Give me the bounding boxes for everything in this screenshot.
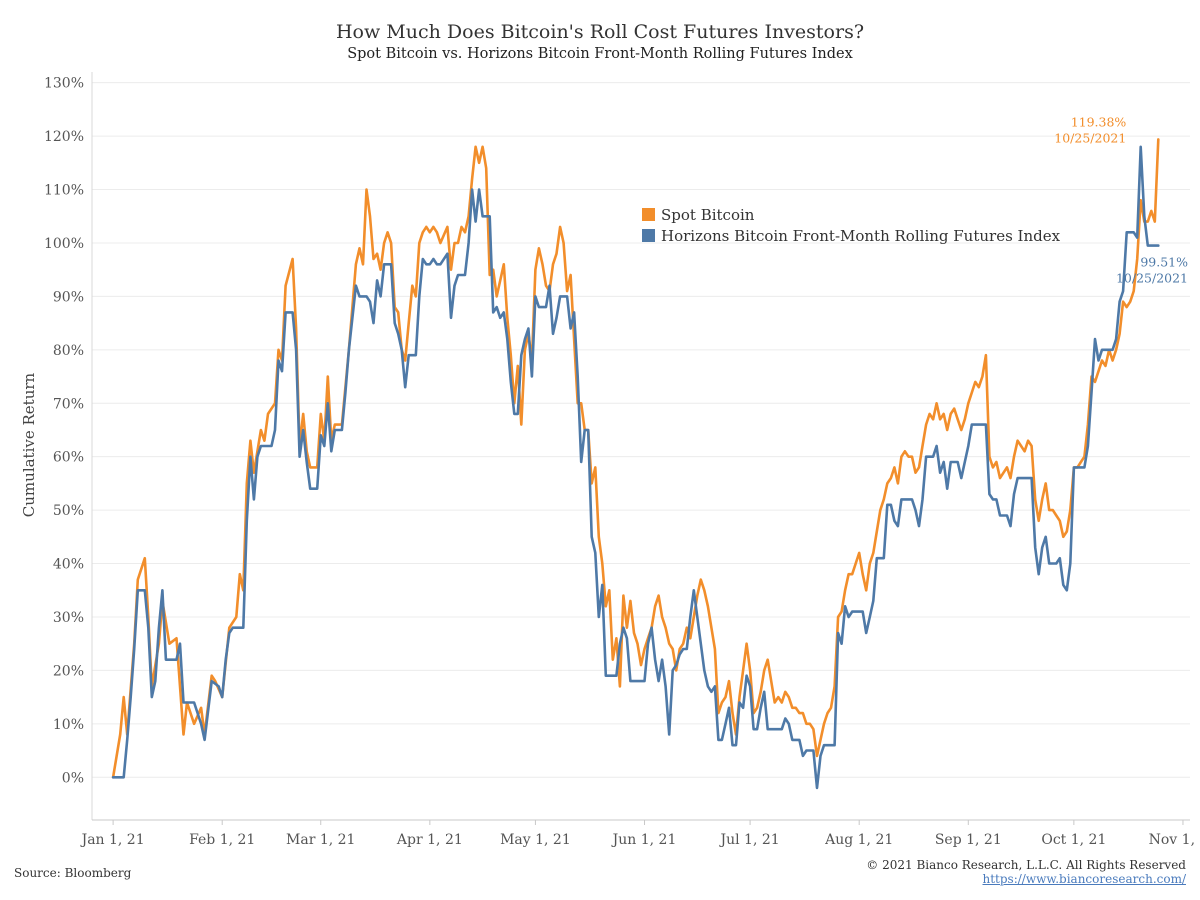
y-tick-label: 30% [53,610,84,626]
x-tick-label: Jun 1, 21 [611,832,677,848]
copyright-note: © 2021 Bianco Research, L.L.C. All Right… [866,858,1186,886]
x-tick-label: Oct 1, 21 [1041,832,1106,848]
website-link[interactable]: https://www.biancoresearch.com/ [982,872,1186,886]
y-tick-label: 120% [44,129,84,145]
y-tick-label: 100% [44,236,84,252]
annotation-text: 10/25/2021 [1116,271,1188,286]
chart-subtitle: Spot Bitcoin vs. Horizons Bitcoin Front-… [347,46,853,62]
end-value-annotation: 119.38%10/25/2021 [1054,114,1126,145]
annotation-text: 99.51% [1140,255,1188,270]
copyright-text: © 2021 Bianco Research, L.L.C. All Right… [866,858,1186,872]
series-line-horizons-futures-index [111,145,1160,790]
gridlines [92,82,1190,778]
y-axis-label: Cumulative Return [20,372,38,517]
x-tick-label: May 1, 21 [500,832,571,848]
x-tick-label: Aug 1, 21 [824,832,893,848]
y-tick-label: 10% [53,717,84,733]
legend-swatch [642,229,655,242]
y-tick-label: 110% [44,183,84,199]
axes: 0% 10% 20% 30% 40% 50% 60% 70% 80% 90% 100% 110% 120… [44,72,1200,848]
series-lines [111,138,1160,790]
y-tick-label: 40% [53,557,84,573]
x-tick-label: Jul 1, 21 [719,832,780,848]
chart-title: How Much Does Bitcoin's Roll Cost Future… [336,21,864,43]
legend: Spot Bitcoin Horizons Bitcoin Front-Month… [642,206,1061,245]
x-tick-label: Nov 1, 21 [1149,832,1200,848]
annotation-text: 119.38% [1071,114,1127,129]
y-tick-label: 50% [53,503,84,519]
x-tick-label: Feb 1, 21 [189,832,255,848]
y-tick-label: 130% [44,76,84,92]
x-tick-label: Apr 1, 21 [396,832,463,848]
end-value-annotation: 99.51%10/25/2021 [1116,255,1188,286]
x-tick-label: Sep 1, 21 [935,832,1002,848]
annotation-text: 10/25/2021 [1054,130,1126,145]
y-tick-label: 0% [62,770,84,786]
x-tick-label: Mar 1, 21 [286,832,355,848]
legend-label: Horizons Bitcoin Front-Month Rolling Fut… [661,227,1061,245]
legend-swatch [642,208,655,221]
y-tick-label: 60% [53,450,84,466]
x-tick-label: Jan 1, 21 [80,832,145,848]
y-tick-label: 20% [53,663,84,679]
series-line-spot-bitcoin [111,138,1160,779]
y-tick-label: 80% [53,343,84,359]
y-tick-label: 70% [53,396,84,412]
legend-label: Spot Bitcoin [661,206,755,224]
y-tick-label: 90% [53,289,84,305]
source-note: Source: Bloomberg [14,866,132,880]
